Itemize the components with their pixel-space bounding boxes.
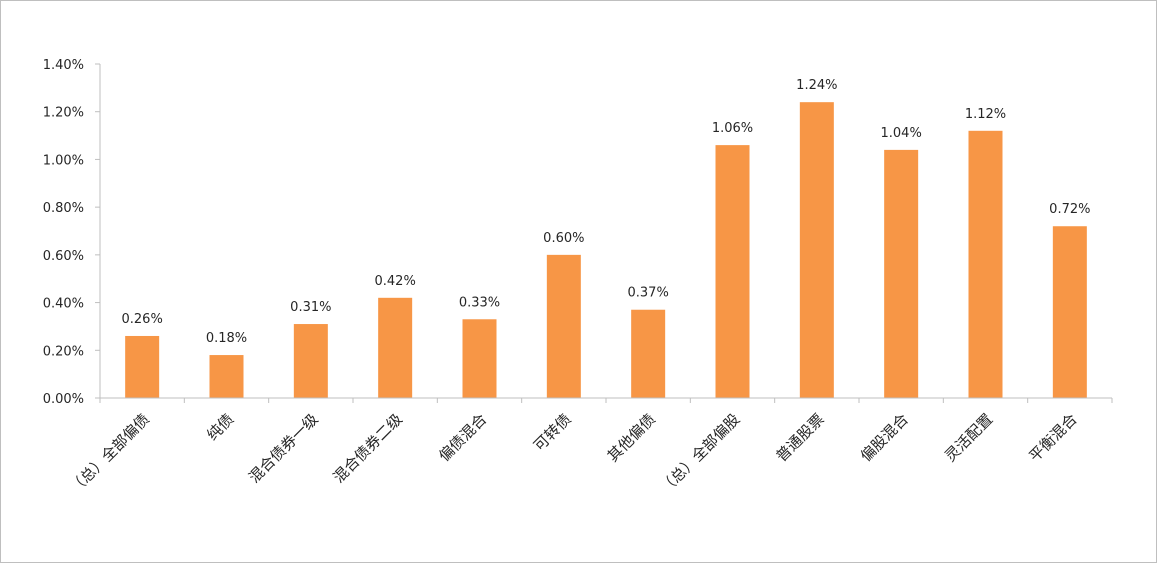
category-label: 其他偏债	[604, 410, 659, 465]
data-label: 0.18%	[206, 331, 247, 346]
bar	[715, 145, 750, 398]
category-label: 混合债券一级	[245, 410, 321, 486]
y-tick-label: 1.00%	[43, 153, 84, 168]
data-label: 0.37%	[628, 286, 669, 301]
data-label: 1.24%	[796, 78, 837, 93]
bar	[462, 319, 497, 398]
category-label: 偏债混合	[435, 410, 490, 465]
category-label: 可转债	[530, 410, 575, 455]
data-label: 0.42%	[375, 274, 416, 289]
data-label: 0.60%	[543, 231, 584, 246]
category-label: 偏股混合	[857, 410, 912, 465]
x-axis: （总）全部偏债 纯债 混合债券一级 混合债券二级 偏债混合 可转债 其他偏债（总）全部偏股普…	[66, 397, 1113, 497]
y-tick-label: 0.20%	[43, 344, 84, 359]
y-tick-label: 0.60%	[43, 249, 84, 264]
data-label: 0.26%	[122, 312, 163, 327]
data-label: 1.04%	[881, 126, 922, 141]
category-label: 灵活配置	[941, 410, 996, 465]
y-tick-label: 0.80%	[43, 201, 84, 216]
bar	[631, 309, 666, 398]
data-label: 0.72%	[1049, 202, 1090, 217]
category-label: 混合债券二级	[330, 410, 406, 486]
category-label: 纯债	[203, 410, 237, 444]
category-label: （总）全部偏债	[66, 410, 153, 497]
bar	[968, 130, 1003, 399]
y-tick-label: 1.40%	[43, 58, 84, 73]
y-tick-label: 0.40%	[43, 297, 84, 312]
bar	[884, 149, 919, 398]
y-tick-label: 0.00%	[43, 392, 84, 407]
category-label: （总）全部偏股	[656, 410, 743, 497]
bar	[799, 102, 834, 399]
bar	[1052, 226, 1087, 398]
bar	[209, 355, 244, 398]
data-label: 1.12%	[965, 107, 1006, 122]
data-label: 0.33%	[459, 295, 500, 310]
bars: 0.26% 0.18% 0.31% 0.42% 0.33% 0.60% 0.37% 1.06%…	[122, 78, 1090, 399]
data-label: 1.06%	[712, 121, 753, 136]
bar	[293, 324, 328, 398]
data-label: 0.31%	[290, 300, 331, 315]
bar	[546, 254, 581, 398]
y-tick-label: 1.20%	[43, 106, 84, 121]
category-label: 普通股票	[772, 410, 827, 465]
category-label: 平衡混合	[1025, 410, 1080, 465]
bar	[378, 297, 413, 398]
bar	[125, 335, 160, 398]
y-axis: 0.00% 0.20% 0.40% 0.60% 0.80% 1.00% 1.20% 1.40%	[43, 58, 101, 407]
